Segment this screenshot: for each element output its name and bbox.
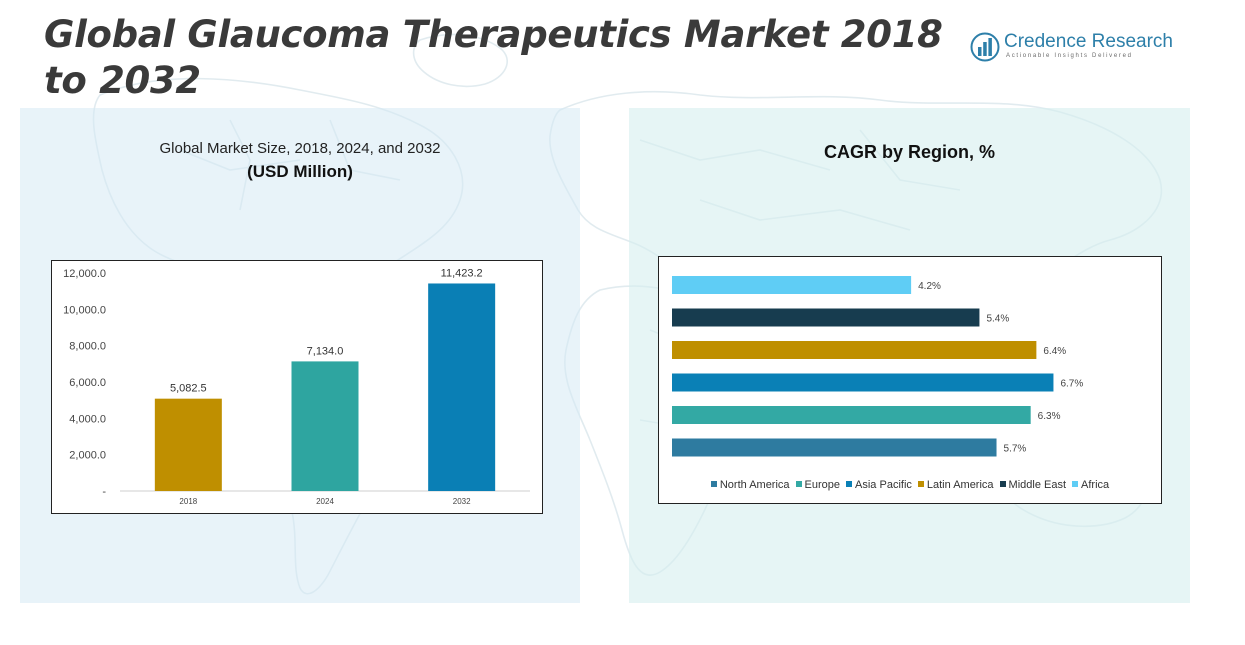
legend-item: Middle East (999, 479, 1067, 491)
data-label: 5,082.5 (170, 383, 207, 395)
legend-swatch (917, 481, 924, 487)
data-label: 7,134.0 (307, 345, 344, 357)
cagr-bar-chart: 4.2% 5.4% 6.4% 6.7% 6.3% 5.7% (672, 276, 1083, 457)
y-tick-label: 6,000.0 (69, 377, 106, 389)
bar-europe (672, 406, 1031, 424)
legend-label: Europe (804, 479, 841, 491)
page-title: Global Glaucoma Therapeutics Market 2018… (44, 13, 943, 102)
y-tick-label: - (102, 486, 106, 498)
cagr-chart-title: CAGR by Region, % (823, 142, 995, 162)
bar-chart-logo-icon (970, 32, 1000, 62)
y-tick-label: 10,000.0 (63, 304, 106, 316)
bar-middle-east (672, 308, 980, 327)
legend-item: Africa (1072, 479, 1109, 491)
market-size-chart-title: Global Market Size, 2018, 2024, and 2032 (159, 140, 441, 157)
x-tick-label: 2032 (453, 497, 471, 506)
legend-label: Asia Pacific (855, 479, 912, 491)
y-tick-label: 12,000.0 (63, 268, 106, 280)
legend-label: Africa (1081, 479, 1110, 491)
legend-item: Latin America (917, 479, 994, 491)
data-label: 6.3% (1038, 411, 1061, 422)
legend-item: Asia Pacific (846, 479, 912, 491)
legend-swatch (795, 481, 802, 487)
data-label: 6.4% (1043, 346, 1066, 357)
data-label: 5.4% (986, 314, 1009, 325)
credence-research-logo: Credence Research Actionable Insights De… (970, 30, 1173, 64)
data-label: 11,423.2 (441, 267, 483, 279)
legend-swatch (846, 481, 853, 487)
data-label: 4.2% (918, 281, 941, 292)
logo-name: Credence Research (1004, 31, 1173, 52)
y-tick-label: 2,000.0 (69, 450, 106, 462)
bar-africa (672, 276, 912, 294)
x-tick-label: 2024 (316, 497, 334, 506)
legend-item: Europe (795, 479, 841, 491)
legend-swatch (1072, 481, 1079, 487)
bar-north-america (672, 438, 997, 457)
bar-2018 (154, 398, 222, 491)
cagr-chart: 4.2% 5.4% 6.4% 6.7% 6.3% 5.7% North America Eu… (658, 256, 1162, 504)
bar-2024 (291, 361, 359, 491)
legend-swatch (999, 481, 1006, 487)
x-tick-label: 2018 (179, 497, 197, 506)
data-label: 5.7% (1004, 444, 1027, 455)
legend-label: Latin America (926, 479, 994, 491)
logo-tagline: Actionable Insights Delivered (1006, 53, 1133, 59)
legend-swatch (710, 481, 717, 487)
legend-label: North America (719, 479, 790, 491)
bar-asia-pacific (672, 373, 1054, 392)
y-tick-label: 4,000.0 (69, 413, 106, 425)
market-size-chart-subtitle: (USD Million) (247, 162, 353, 181)
y-tick-label: 8,000.0 (69, 341, 106, 353)
market-size-chart: - 2,000.0 4,000.0 6,000.0 8,000.0 10,000.0 12,… (51, 260, 543, 514)
bar-latin-america (672, 341, 1037, 359)
legend-item: North America (710, 479, 790, 491)
cagr-legend: North America Europe Asia Pacific Latin Ame… (659, 479, 1161, 491)
data-label: 6.7% (1060, 379, 1083, 390)
bar-2032 (428, 283, 496, 491)
legend-label: Middle East (1008, 479, 1067, 491)
market-size-bar-chart: - 2,000.0 4,000.0 6,000.0 8,000.0 10,000.0 12,… (63, 267, 530, 506)
